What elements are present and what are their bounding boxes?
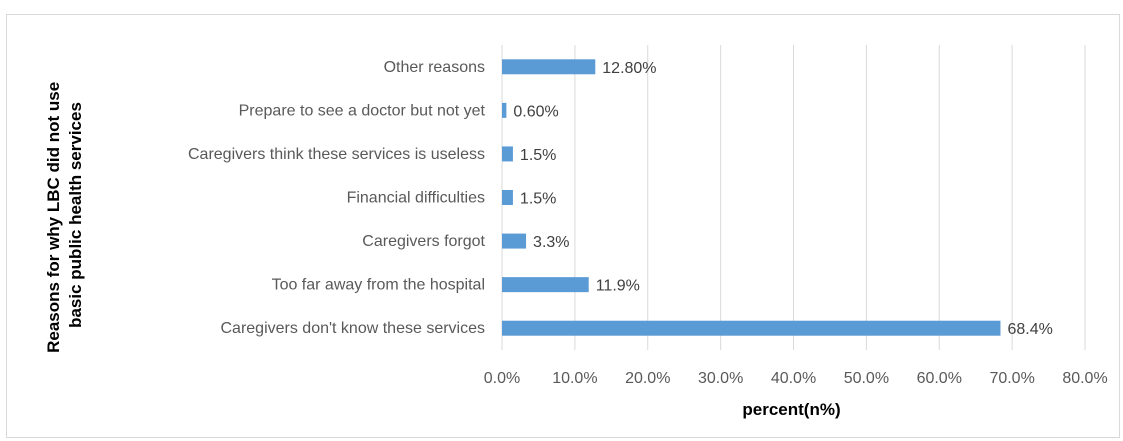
category-label: Caregivers think these services is usele… bbox=[188, 146, 485, 163]
x-tick-label: 40.0% bbox=[771, 370, 816, 387]
x-axis-title: percent(n%) bbox=[742, 400, 840, 419]
x-tick-label: 80.0% bbox=[1062, 370, 1107, 387]
x-tick-label: 70.0% bbox=[989, 370, 1034, 387]
labels: 0.0% 10.0% 20.0% 30.0% 40.0% 50.0% 60.0% 70.0% 8… bbox=[188, 59, 1108, 387]
bar-chart: 0.0% 10.0% 20.0% 30.0% 40.0% 50.0% 60.0% 70.0% 8… bbox=[44, 45, 1108, 419]
bar bbox=[502, 190, 513, 205]
y-axis-title-line-1: Reasons for why LBC did not use bbox=[44, 82, 63, 353]
chart-frame: 0.0% 10.0% 20.0% 30.0% 40.0% 50.0% 60.0% 70.0% 8… bbox=[6, 14, 1120, 438]
bar bbox=[502, 233, 527, 249]
category-label: Other reasons bbox=[384, 59, 485, 76]
bar bbox=[502, 102, 507, 118]
category-label: Prepare to see a doctor but not yet bbox=[239, 102, 486, 119]
y-axis-title: Reasons for why LBC did not use basic pu… bbox=[44, 77, 85, 353]
bar bbox=[502, 320, 1001, 336]
bar bbox=[502, 277, 589, 293]
x-tick-label: 10.0% bbox=[552, 370, 597, 387]
data-label: 1.5% bbox=[520, 147, 556, 164]
x-tick-label: 0.0% bbox=[484, 370, 520, 387]
y-axis-title-line-2: basic public health services bbox=[66, 102, 85, 328]
category-label: Too far away from the hospital bbox=[272, 277, 485, 294]
bar bbox=[502, 59, 596, 75]
data-label: 11.9% bbox=[596, 278, 640, 295]
data-label: 68.4% bbox=[1007, 321, 1052, 338]
x-tick-label: 20.0% bbox=[625, 370, 670, 387]
data-label: 1.5% bbox=[520, 191, 556, 208]
bar bbox=[502, 146, 513, 162]
data-label: 0.60% bbox=[513, 103, 558, 120]
x-tick-label: 50.0% bbox=[844, 370, 889, 387]
gridlines bbox=[501, 45, 1086, 350]
category-label: Caregivers forgot bbox=[362, 233, 485, 250]
data-label: 3.3% bbox=[533, 234, 569, 251]
x-tick-label: 30.0% bbox=[698, 370, 743, 387]
x-tick-label: 60.0% bbox=[917, 370, 962, 387]
category-label: Financial difficulties bbox=[347, 190, 485, 207]
bars bbox=[502, 59, 1001, 336]
data-label: 12.80% bbox=[602, 60, 656, 77]
category-label: Caregivers don't know these services bbox=[220, 320, 485, 337]
